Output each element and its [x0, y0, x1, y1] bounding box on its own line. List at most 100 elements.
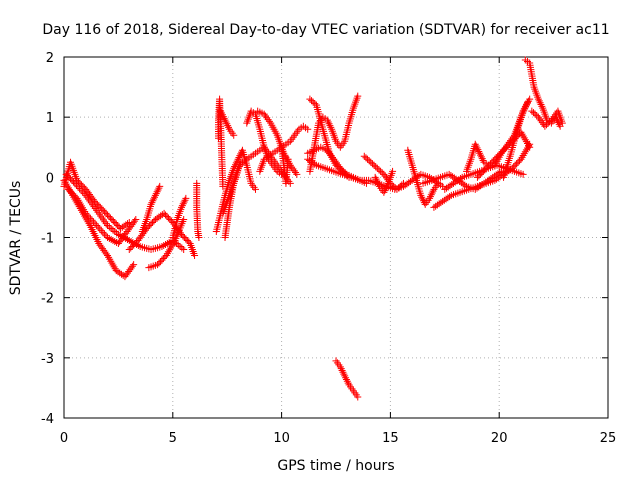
- data-point: [476, 149, 484, 157]
- data-point: [371, 173, 379, 181]
- data-point: [125, 246, 133, 254]
- data-point: [383, 181, 391, 189]
- data-point: [537, 101, 545, 109]
- data-point: [534, 113, 542, 121]
- data-point: [382, 185, 390, 193]
- data-point: [381, 172, 389, 180]
- data-point: [119, 271, 127, 279]
- data-point: [428, 189, 436, 197]
- data-point: [473, 173, 481, 181]
- data-point: [324, 118, 332, 126]
- data-point: [340, 370, 348, 378]
- data-points: [60, 56, 566, 401]
- data-point: [389, 167, 397, 175]
- data-point: [288, 163, 296, 171]
- data-point: [339, 368, 347, 376]
- data-point: [251, 185, 259, 193]
- data-point: [475, 172, 483, 180]
- data-point: [263, 114, 271, 122]
- data-point: [223, 120, 231, 128]
- data-point: [104, 221, 112, 229]
- data-point: [147, 220, 155, 228]
- data-point: [323, 116, 331, 124]
- data-point: [64, 172, 72, 180]
- data-point: [327, 123, 335, 131]
- series-arc-35: [528, 107, 566, 130]
- data-point: [335, 164, 343, 172]
- data-point: [105, 235, 113, 243]
- data-point: [72, 181, 80, 189]
- data-point: [88, 216, 96, 224]
- data-point: [109, 237, 117, 245]
- data-point: [76, 185, 84, 193]
- y-tick-label: -2: [41, 292, 54, 307]
- data-point: [526, 143, 534, 151]
- data-point: [104, 234, 112, 241]
- data-point: [306, 95, 314, 103]
- series-arc-25: [371, 167, 397, 196]
- data-point: [342, 170, 350, 178]
- data-point: [163, 212, 171, 220]
- data-point: [181, 196, 189, 204]
- data-point: [94, 223, 102, 231]
- data-point: [549, 114, 557, 122]
- data-point: [477, 153, 485, 161]
- data-point: [304, 125, 312, 133]
- data-point: [286, 161, 294, 169]
- data-point: [381, 187, 389, 195]
- data-point: [547, 116, 555, 124]
- data-point: [90, 218, 98, 226]
- data-point: [474, 146, 482, 154]
- data-point: [427, 191, 435, 199]
- y-axis-label: SDTVAR / TECUs: [8, 181, 24, 296]
- data-point: [222, 118, 230, 126]
- data-point: [337, 365, 345, 373]
- data-point: [224, 122, 232, 130]
- data-point: [426, 193, 434, 201]
- data-point: [531, 110, 539, 118]
- data-point: [179, 200, 187, 208]
- data-point: [69, 178, 77, 186]
- data-point: [191, 252, 199, 260]
- data-point: [160, 209, 168, 217]
- data-point: [62, 170, 70, 178]
- data-point: [260, 110, 268, 118]
- data-point: [109, 217, 117, 225]
- series-arc-5: [125, 209, 199, 260]
- data-point: [326, 122, 334, 130]
- data-point: [111, 227, 119, 235]
- chart-title: Day 116 of 2018, Sidereal Day-to-day VTE…: [42, 22, 609, 38]
- data-point: [182, 235, 190, 243]
- data-point: [109, 226, 117, 234]
- data-point: [82, 209, 90, 217]
- data-point: [158, 256, 166, 264]
- series-arc-28: [430, 140, 534, 211]
- data-point: [96, 203, 104, 211]
- data-point: [149, 197, 157, 205]
- data-point: [382, 183, 390, 191]
- data-point: [127, 238, 135, 246]
- data-point: [159, 255, 167, 263]
- data-point: [70, 191, 78, 199]
- series-arc-4: [64, 185, 140, 248]
- data-point: [163, 240, 171, 248]
- y-tick-label: -4: [41, 412, 54, 427]
- data-point: [71, 179, 79, 187]
- data-point: [102, 209, 110, 217]
- data-point: [147, 200, 155, 208]
- data-point: [114, 230, 122, 238]
- data-point: [544, 119, 552, 127]
- data-point: [374, 179, 382, 187]
- data-point: [131, 240, 139, 248]
- series-arc-15: [243, 107, 286, 178]
- data-point: [375, 166, 383, 174]
- data-point: [151, 191, 159, 199]
- series-arc-16: [256, 122, 312, 175]
- data-point: [367, 158, 375, 166]
- y-tick-label: -3: [41, 352, 54, 367]
- data-point: [162, 241, 170, 249]
- data-point: [164, 214, 172, 222]
- x-tick-label: 0: [60, 431, 68, 446]
- series-arc-20: [304, 155, 442, 193]
